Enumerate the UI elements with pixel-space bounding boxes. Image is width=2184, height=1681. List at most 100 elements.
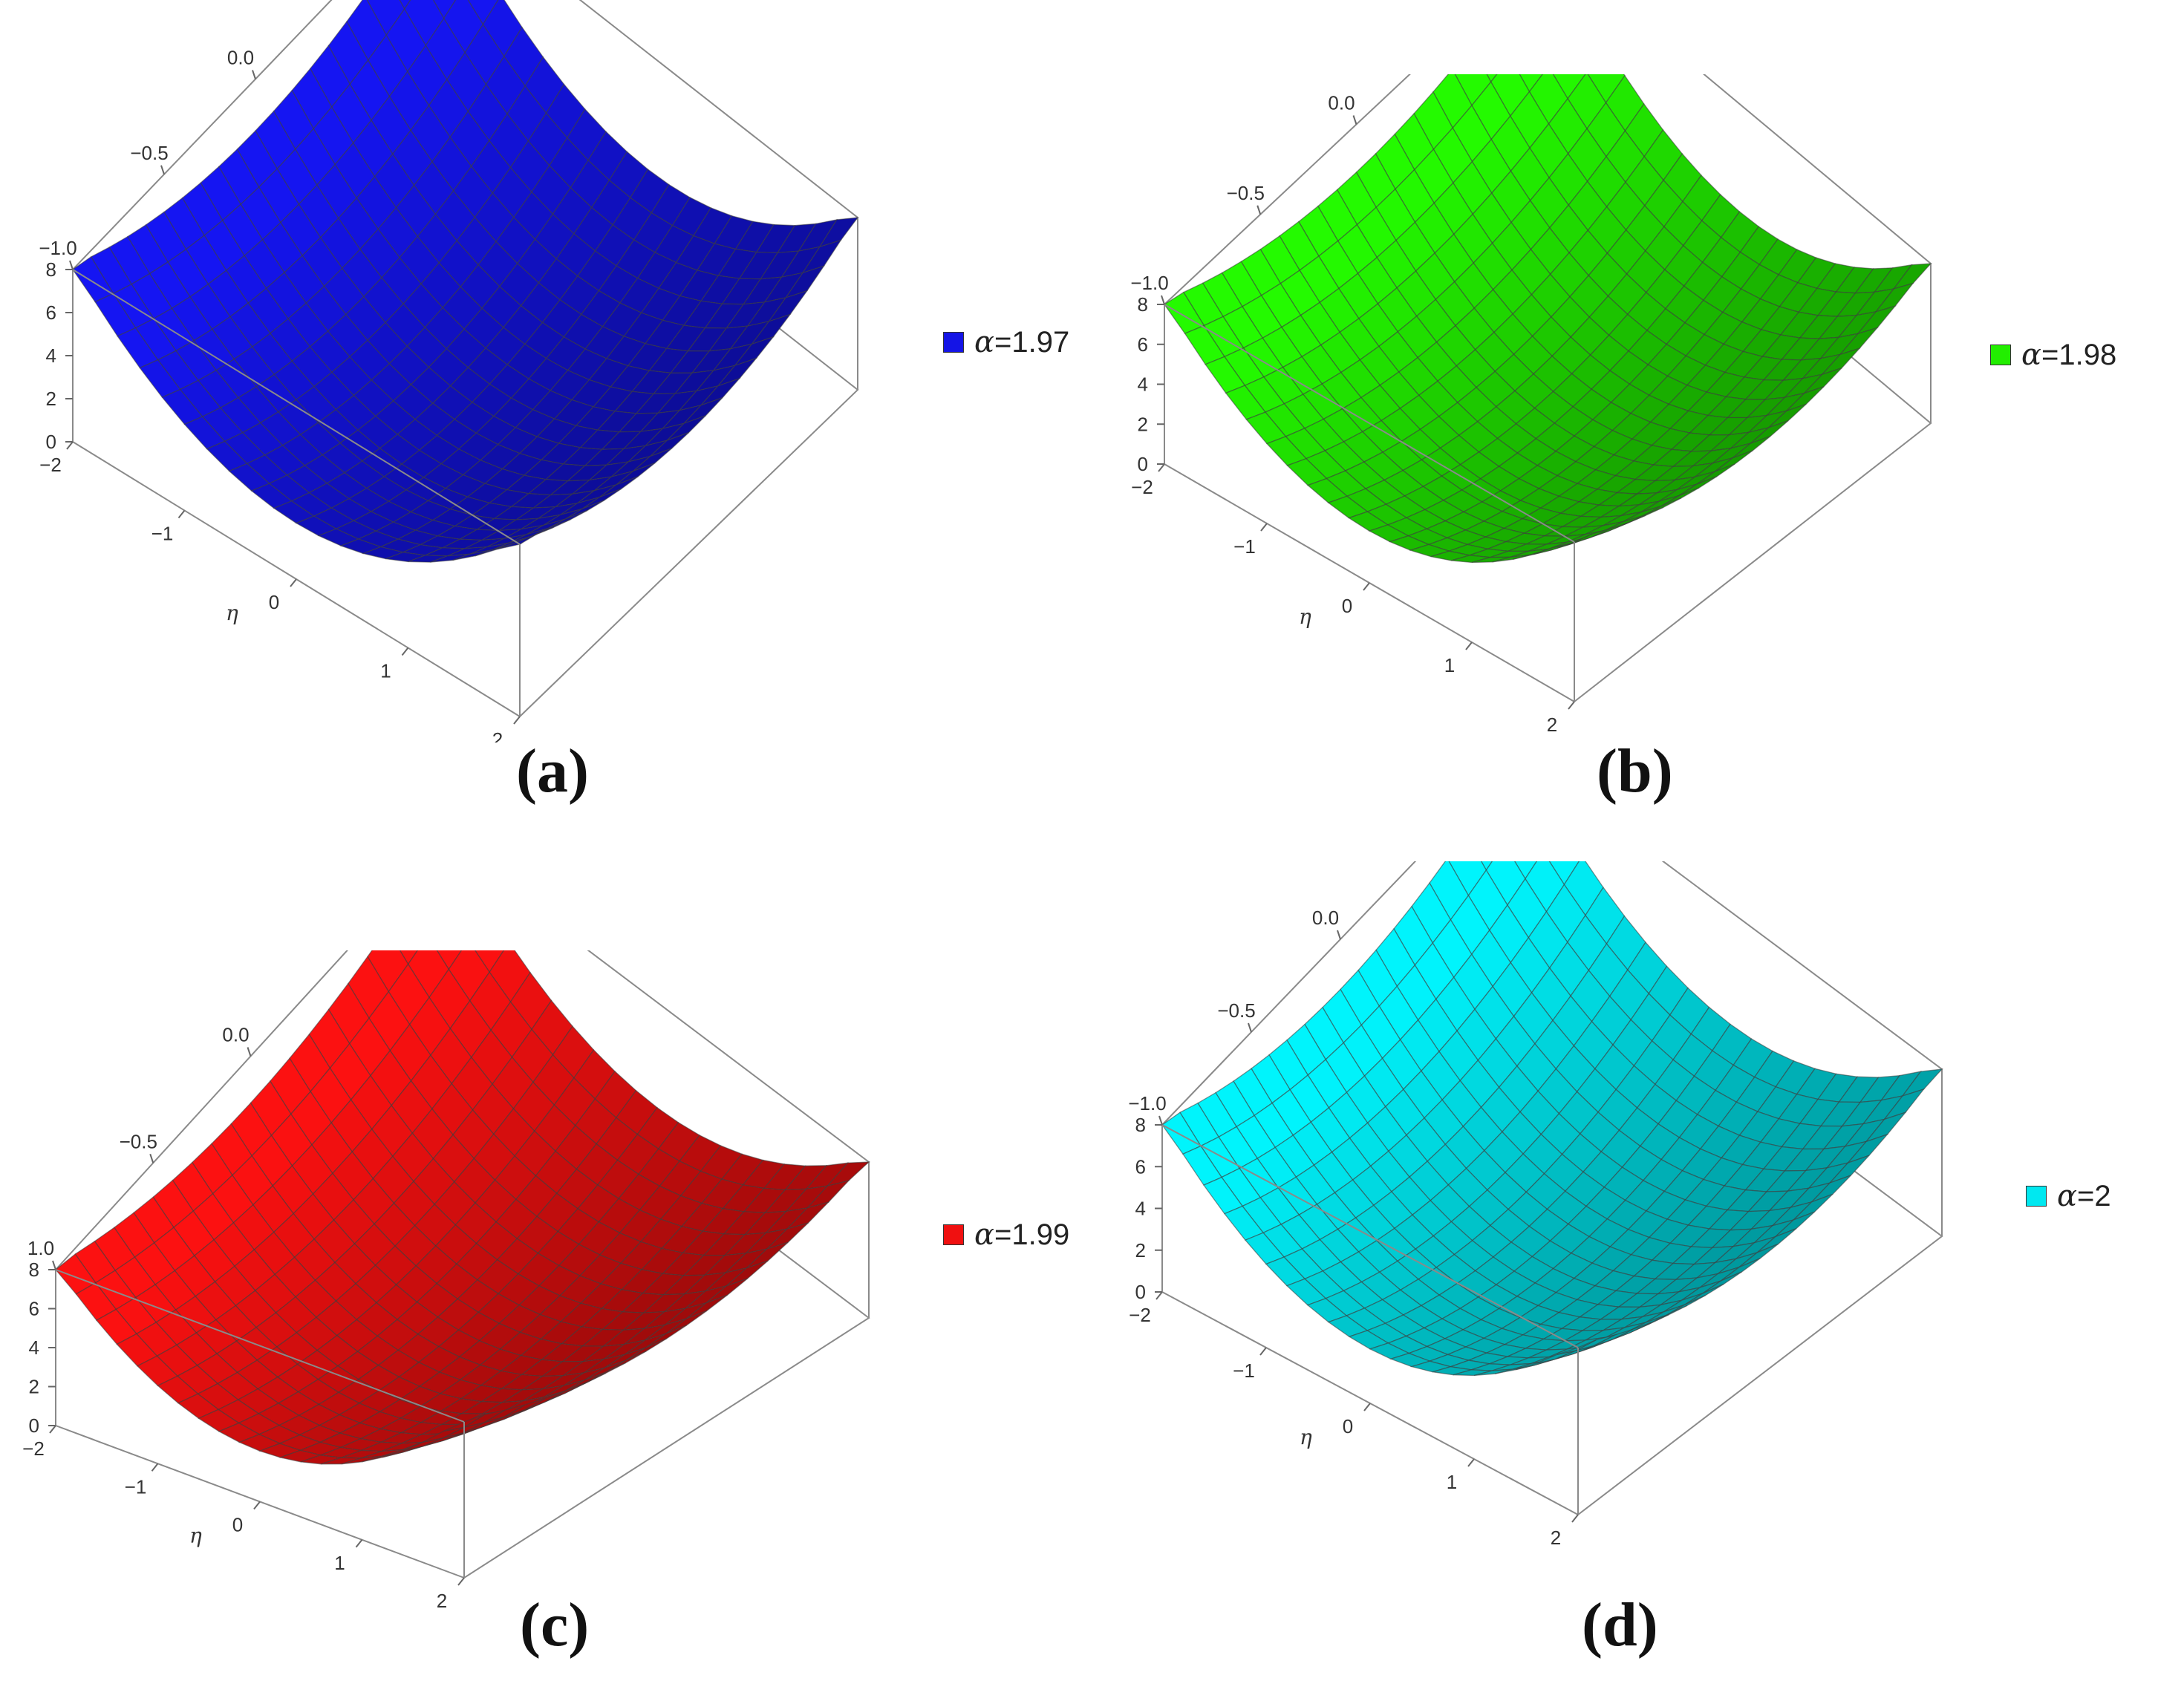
- eta-tick-label: −1: [151, 523, 174, 545]
- legend-symbol-c: α: [974, 1218, 995, 1252]
- eta-tick-label: −2: [1131, 476, 1153, 498]
- eta-axis-label: η: [189, 1524, 202, 1548]
- surface-d: [1161, 861, 1943, 1377]
- eta-tick: [1155, 1291, 1163, 1300]
- panel-label-d: (d): [1582, 1590, 1658, 1659]
- tau-tick: [1158, 1115, 1163, 1126]
- legend-swatch-c: [943, 1224, 964, 1245]
- eta-tick-label: 2: [492, 728, 503, 742]
- tau-tick-label: −1.0: [1130, 272, 1168, 294]
- eta-tick: [49, 1425, 56, 1434]
- z-tick-label: 6: [46, 301, 56, 324]
- eta-tick: [151, 1463, 159, 1472]
- panel-label-a: (a): [516, 737, 589, 806]
- eta-tick-label: 2: [1547, 714, 1557, 736]
- z-tick-label: 6: [1138, 333, 1148, 356]
- box-top-front-b: [1164, 304, 1575, 543]
- surface-b: [1164, 74, 1932, 564]
- eta-tick-label: 0: [232, 1514, 243, 1536]
- eta-tick-label: 0: [1343, 1415, 1353, 1437]
- legend-value-a: =1.97: [994, 326, 1070, 359]
- z-tick-label: 8: [29, 1259, 39, 1281]
- legend-swatch-d: [2026, 1186, 2047, 1207]
- legend-b: α=1.98: [1990, 338, 2116, 372]
- eta-tick-label: −2: [22, 1437, 45, 1460]
- surface-patch: [1486, 74, 1498, 83]
- z-tick-label: 2: [1138, 413, 1148, 435]
- eta-tick: [177, 509, 186, 519]
- eta-tick: [1465, 642, 1473, 650]
- eta-tick: [1363, 582, 1370, 591]
- legend-value-d: =2: [2077, 1180, 2111, 1212]
- tau-tick-label: −0.5: [1217, 999, 1255, 1022]
- eta-tick-label: 2: [1551, 1527, 1561, 1549]
- legend-value-b: =1.98: [2041, 339, 2117, 371]
- tau-tick-label: 0.0: [222, 1024, 249, 1046]
- tau-tick-label: 0.0: [1328, 92, 1355, 114]
- legend-swatch-b: [1990, 345, 2011, 365]
- eta-axis-label: η: [1299, 604, 1311, 629]
- z-tick-label: 4: [29, 1336, 39, 1359]
- eta-tick-label: −2: [39, 454, 62, 476]
- eta-tick: [66, 441, 74, 450]
- tau-tick: [52, 1260, 56, 1270]
- surface-patch: [399, 0, 411, 10]
- tau-tick-label: −0.5: [1227, 182, 1265, 204]
- eta-tick-label: 1: [380, 660, 391, 682]
- legend-symbol-d: α: [2057, 1179, 2078, 1213]
- z-tick-label: 8: [1138, 293, 1148, 316]
- legend-c: α=1.99: [943, 1218, 1069, 1252]
- tau-tick: [1248, 1022, 1252, 1033]
- eta-tick: [1158, 463, 1165, 472]
- panel-label-c: (c): [520, 1590, 590, 1659]
- legend-a: α=1.97: [943, 325, 1069, 359]
- eta-tick-label: −2: [1129, 1304, 1151, 1326]
- eta-tick-label: 1: [334, 1552, 345, 1574]
- eta-tick-label: 0: [1342, 595, 1352, 617]
- eta-tick-label: 1: [1444, 654, 1455, 676]
- eta-axis-label: η: [226, 601, 238, 625]
- eta-tick: [1467, 1458, 1475, 1467]
- eta-tick: [253, 1501, 261, 1510]
- eta-tick: [290, 578, 297, 587]
- legend-symbol-b: α: [2021, 338, 2042, 372]
- eta-tick-label: 1: [1447, 1471, 1457, 1493]
- z-tick-label: 8: [1135, 1114, 1146, 1136]
- z-tick-label: 2: [29, 1376, 39, 1398]
- tau-tick: [247, 1047, 252, 1057]
- tau-tick: [1337, 930, 1341, 940]
- eta-tick: [1568, 701, 1575, 710]
- eta-tick: [1363, 1403, 1371, 1411]
- tau-tick-label: 1.0: [27, 1237, 54, 1259]
- eta-tick-label: 0: [269, 591, 279, 613]
- z-tick-label: 0: [1138, 453, 1148, 475]
- surface-patch: [1554, 533, 1593, 548]
- z-tick-label: 2: [1135, 1239, 1146, 1261]
- eta-tick-label: −1: [1233, 1360, 1255, 1382]
- z-tick-label: 4: [1138, 373, 1148, 396]
- eta-tick-label: −1: [1233, 535, 1256, 558]
- z-tick-label: 4: [46, 345, 56, 367]
- z-tick-label: 8: [46, 258, 56, 281]
- eta-tick: [1259, 1347, 1267, 1356]
- tau-tick-label: −1.0: [1128, 1092, 1166, 1114]
- surface-patch: [497, 533, 538, 550]
- box-top-front-c: [55, 1269, 465, 1423]
- tau-tick-label: 0.0: [1312, 907, 1339, 929]
- eta-tick: [355, 1539, 363, 1548]
- z-tick-label: 0: [46, 431, 56, 453]
- box-top-front-a: [72, 269, 521, 545]
- surface-a: [72, 0, 859, 563]
- z-tick-label: 2: [46, 388, 56, 410]
- eta-tick-label: 2: [437, 1590, 447, 1612]
- surface-patch: [1556, 1339, 1597, 1355]
